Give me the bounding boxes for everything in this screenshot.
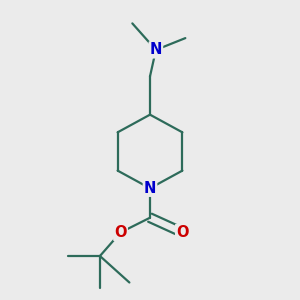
Text: N: N — [150, 42, 162, 57]
Text: O: O — [176, 225, 189, 240]
Text: O: O — [114, 225, 127, 240]
Text: N: N — [144, 181, 156, 196]
